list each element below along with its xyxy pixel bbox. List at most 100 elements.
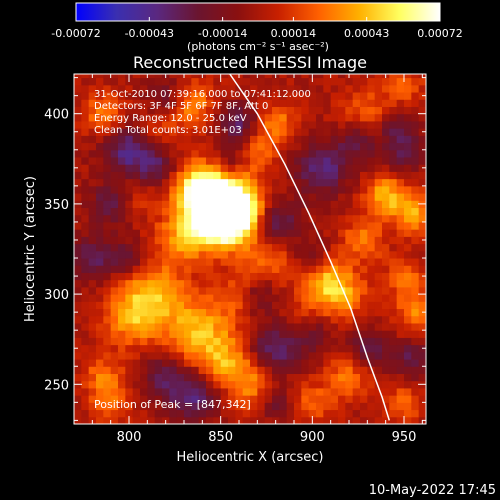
heatmap-cell <box>235 185 244 194</box>
heatmap-cell <box>323 200 332 209</box>
heatmap-cell <box>110 286 119 295</box>
heatmap-cell <box>74 156 82 165</box>
heatmap-cell <box>404 142 412 151</box>
heatmap-cell <box>198 128 207 136</box>
heatmap-cell <box>125 344 134 353</box>
heatmap-cell <box>103 301 112 310</box>
x-axis-label: Heliocentric X (arcsec) <box>177 450 324 465</box>
heatmap-cell <box>316 113 324 122</box>
heatmap-cell <box>213 178 222 187</box>
heatmap-cell <box>132 92 141 100</box>
heatmap-cell <box>162 337 170 346</box>
heatmap-cell <box>323 185 332 194</box>
heatmap-cell <box>184 344 192 353</box>
heatmap-cell <box>228 337 236 346</box>
heatmap-cell <box>404 77 412 86</box>
heatmap-cell <box>250 149 258 158</box>
heatmap-cell <box>272 373 280 382</box>
heatmap-cell <box>301 359 310 367</box>
heatmap-cell <box>96 113 104 122</box>
heatmap-cell <box>338 84 346 93</box>
heatmap-cell <box>103 409 112 418</box>
colorbar-tick-labels: -0.00072 -0.00043 -0.00014 0.00014 0.00043 0.… <box>51 27 462 40</box>
heatmap-cell <box>360 178 368 187</box>
heatmap-cell <box>360 351 368 360</box>
heatmap-cell <box>147 337 156 346</box>
heatmap-cell <box>184 156 192 165</box>
heatmap-cell <box>360 409 368 418</box>
heatmap-cell <box>279 337 288 346</box>
heatmap-cell <box>323 351 332 360</box>
heatmap-cell <box>367 171 376 180</box>
heatmap-cell <box>352 128 361 136</box>
heatmap-cell <box>198 106 207 115</box>
heatmap-cell <box>286 236 295 245</box>
heatmap-cell <box>184 149 192 158</box>
heatmap-cell <box>360 294 368 302</box>
heatmap-cell <box>184 120 192 129</box>
heatmap-cell <box>118 164 126 172</box>
heatmap-cell <box>176 164 185 172</box>
heatmap-cell <box>286 178 295 187</box>
heatmap-cell <box>389 409 398 418</box>
heatmap-cell <box>308 337 317 346</box>
heatmap-cell <box>308 322 317 331</box>
heatmap-cell <box>132 366 141 374</box>
heatmap-cell <box>184 207 192 216</box>
heatmap-cell <box>389 164 398 172</box>
colorbar-tick-label: 0.00043 <box>344 27 390 40</box>
heatmap-cell <box>220 279 229 288</box>
heatmap-cell <box>125 229 134 237</box>
heatmap-cell <box>184 200 192 209</box>
heatmap-cell <box>198 156 207 165</box>
heatmap-cell <box>279 380 288 389</box>
heatmap-cell <box>198 395 207 403</box>
heatmap-cell <box>125 171 134 180</box>
heatmap-cell <box>352 286 361 295</box>
heatmap-cell <box>110 359 119 367</box>
heatmap-cell <box>411 113 420 122</box>
heatmap-cell <box>294 74 302 79</box>
heatmap-cell <box>257 229 266 237</box>
heatmap-cell <box>294 171 302 180</box>
heatmap-cell <box>418 229 426 237</box>
heatmap-cell <box>184 221 192 230</box>
heatmap-cell <box>140 337 148 346</box>
heatmap-cell <box>81 236 90 245</box>
heatmap-cell <box>316 214 324 223</box>
heatmap-cell <box>338 243 346 252</box>
heatmap-cell <box>345 409 354 418</box>
heatmap-cell <box>345 106 354 115</box>
heatmap-cell <box>176 395 185 403</box>
heatmap-cell <box>323 171 332 180</box>
heatmap-cell <box>184 128 192 136</box>
heatmap-cell <box>81 84 90 93</box>
heatmap-cell <box>374 272 383 281</box>
heatmap-cell <box>81 380 90 389</box>
heatmap-cell <box>206 171 214 180</box>
heatmap-cell <box>118 120 126 129</box>
heatmap-cell <box>96 229 104 237</box>
heatmap-cell <box>323 387 332 396</box>
heatmap-cell <box>338 193 346 201</box>
heatmap-cell <box>191 185 200 194</box>
heatmap-cell <box>81 395 90 403</box>
heatmap-cell <box>110 113 119 122</box>
heatmap-cell <box>286 322 295 331</box>
heatmap-cell <box>81 308 90 317</box>
heatmap-cell <box>301 416 310 424</box>
heatmap-cell <box>110 258 119 266</box>
heatmap-cell <box>308 99 317 107</box>
heatmap-cell <box>367 330 376 338</box>
heatmap-cell <box>316 337 324 346</box>
heatmap-cell <box>250 185 258 194</box>
heatmap-cell <box>345 402 354 411</box>
heatmap-cell <box>330 193 339 201</box>
heatmap-cell <box>367 416 376 424</box>
heatmap-cell <box>176 344 185 353</box>
heatmap-cell <box>235 149 244 158</box>
heatmap-cell <box>272 243 280 252</box>
heatmap-cell <box>228 193 236 201</box>
heatmap-cell <box>235 113 244 122</box>
heatmap-cell <box>382 207 390 216</box>
